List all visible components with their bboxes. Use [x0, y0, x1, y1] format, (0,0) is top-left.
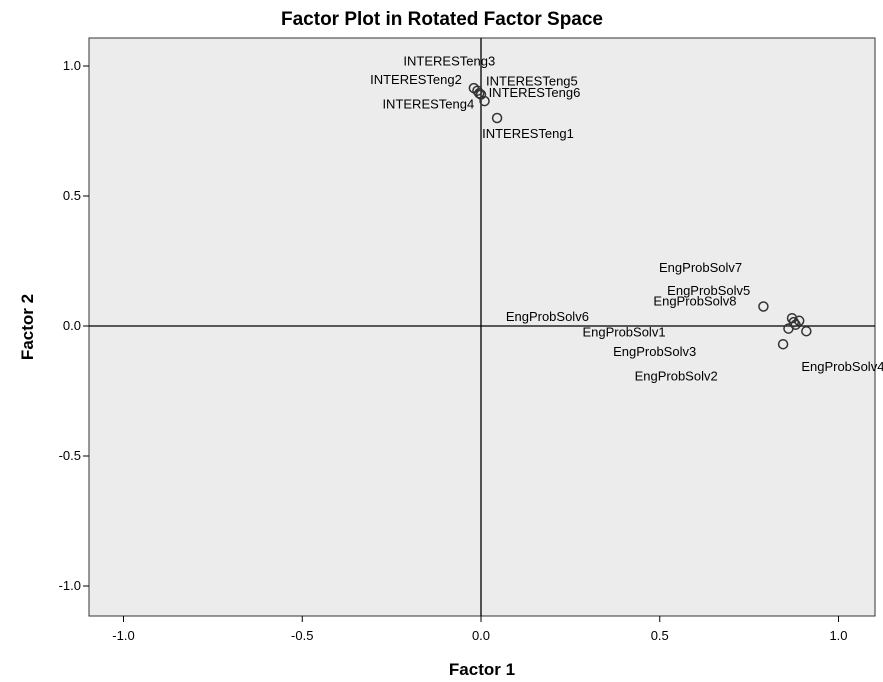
data-point	[473, 88, 485, 99]
y-tick-label: -0.5	[59, 448, 81, 463]
point-label: INTERESTeng4	[382, 96, 474, 111]
data-points	[468, 82, 812, 350]
y-axis-title: Factor 2	[18, 294, 37, 360]
x-tick-label: 0.0	[472, 628, 490, 643]
point-label: EngProbSolv7	[659, 260, 742, 275]
x-axis-title: Factor 1	[449, 660, 515, 679]
chart-title: Factor Plot in Rotated Factor Space	[281, 9, 603, 30]
data-point	[479, 95, 490, 107]
point-label: EngProbSolv8	[653, 294, 736, 309]
data-point	[758, 301, 769, 312]
point-label: EngProbSolv5	[667, 283, 750, 298]
x-axis-ticks: -1.0 -0.5 0.0 0.5 1.0	[112, 616, 848, 643]
y-tick-label: 1.0	[63, 58, 81, 73]
data-point	[801, 325, 812, 337]
point-label: EngProbSolv4	[801, 359, 883, 374]
point-label: INTERESTeng3	[403, 54, 495, 69]
data-point	[790, 319, 801, 330]
data-point	[468, 82, 480, 94]
y-tick-label: 0.0	[63, 318, 81, 333]
y-tick-label: -1.0	[59, 578, 81, 593]
data-point	[777, 338, 789, 350]
point-label: EngProbSolv6	[506, 309, 589, 324]
point-label: INTERESTeng5	[486, 74, 578, 89]
y-axis-ticks: 1.0 0.5 0.0 -0.5 -1.0	[59, 58, 89, 593]
point-label: EngProbSolv3	[613, 344, 696, 359]
y-tick-label: 0.5	[63, 188, 81, 203]
point-label: EngProbSolv2	[635, 369, 718, 384]
plot-area	[88, 37, 876, 617]
data-point	[788, 316, 800, 328]
reference-lines	[89, 38, 875, 616]
x-tick-label: -0.5	[291, 628, 313, 643]
x-tick-label: -1.0	[112, 628, 134, 643]
point-label: INTERESTeng6	[489, 85, 581, 100]
x-tick-label: 1.0	[829, 628, 847, 643]
point-label: INTERESTeng1	[482, 126, 574, 141]
point-label: EngProbSolv1	[582, 325, 665, 340]
data-point	[491, 112, 503, 124]
point-label: INTERESTeng2	[370, 72, 462, 87]
x-tick-label: 0.5	[651, 628, 669, 643]
